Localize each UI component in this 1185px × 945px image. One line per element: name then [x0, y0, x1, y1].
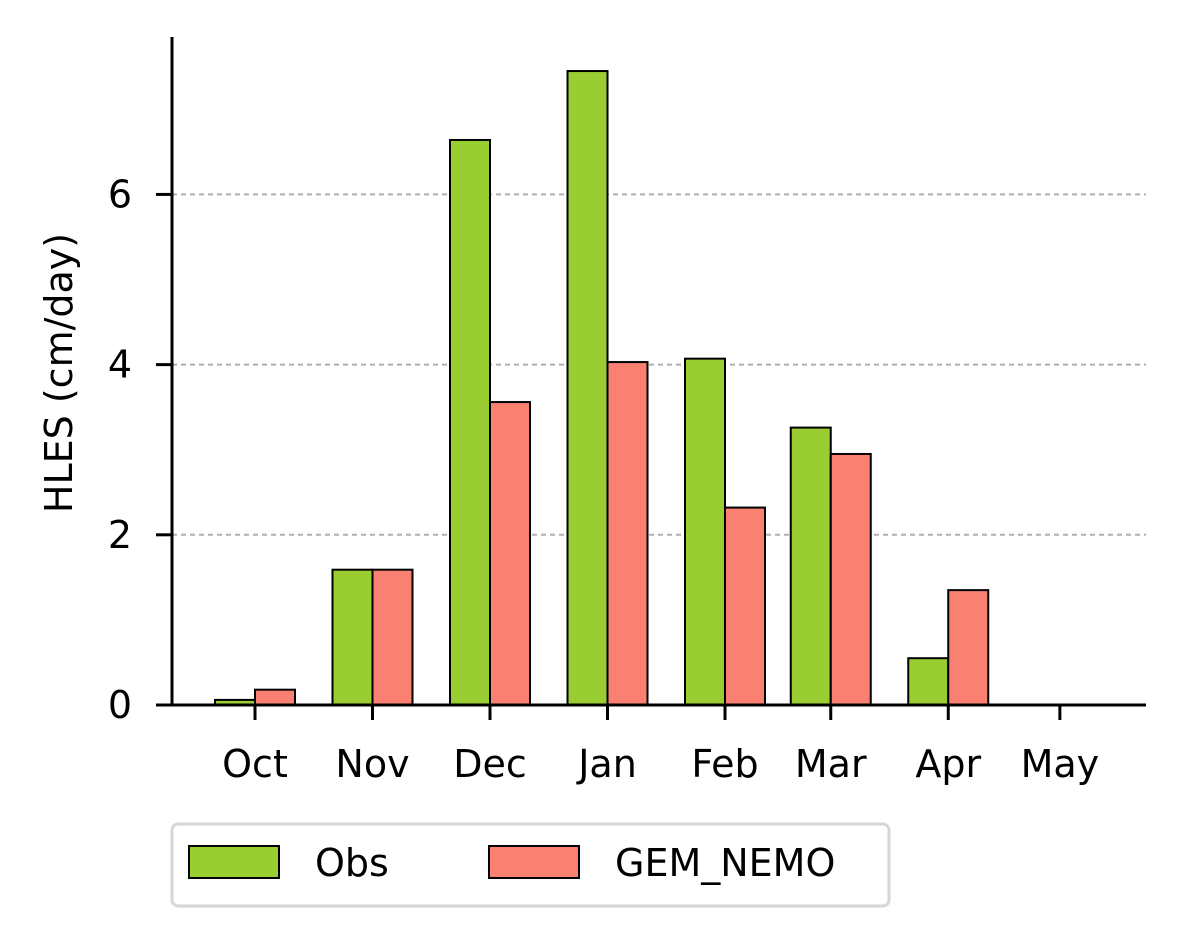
x-tick-label-apr: Apr: [915, 742, 981, 786]
bars: [214, 70, 990, 707]
bar-obs-mar: [789, 426, 832, 706]
bar-obs-nov: [331, 568, 374, 706]
y-tick-label-6: 6: [108, 172, 132, 216]
bar-gem-nemo-apr: [947, 589, 990, 707]
bar-gem-nemo-nov: [371, 568, 414, 706]
y-ticks: 0 2 4 6: [108, 172, 172, 727]
bar-obs-apr: [907, 657, 950, 706]
legend-swatch-gem-nemo: [488, 845, 580, 879]
bar-gem-nemo-dec: [489, 401, 531, 706]
bar-gem-nemo-feb: [724, 506, 766, 706]
bar-obs-jan: [566, 70, 609, 707]
bar-gem-nemo-oct: [254, 688, 296, 706]
x-tick-label-jan: Jan: [576, 742, 637, 786]
x-ticks: Oct Nov Dec Jan Feb Mar Apr May: [222, 705, 1099, 786]
x-tick-label-mar: Mar: [795, 742, 867, 786]
axes: [170, 37, 1146, 707]
gridlines: [172, 193, 1146, 536]
x-tick-label-oct: Oct: [222, 742, 288, 786]
legend: Obs GEM_NEMO: [170, 822, 891, 908]
x-tick-label-feb: Feb: [691, 742, 758, 786]
bar-gem-nemo-mar: [829, 452, 872, 706]
bar-obs-dec: [449, 138, 491, 707]
x-tick-label-nov: Nov: [335, 742, 409, 786]
bar-gem-nemo-jan: [606, 361, 649, 706]
legend-label-obs: Obs: [315, 841, 389, 885]
x-tick-label-may: May: [1021, 742, 1100, 786]
y-tick-label-4: 4: [108, 343, 132, 387]
y-axis-label: HLES (cm/day): [37, 233, 81, 513]
y-tick-label-0: 0: [108, 683, 132, 727]
legend-swatch-obs: [188, 845, 280, 879]
legend-label-gem-nemo: GEM_NEMO: [615, 841, 835, 885]
bar-obs-feb: [684, 357, 726, 706]
x-tick-label-dec: Dec: [453, 742, 527, 786]
y-tick-label-2: 2: [108, 513, 132, 557]
